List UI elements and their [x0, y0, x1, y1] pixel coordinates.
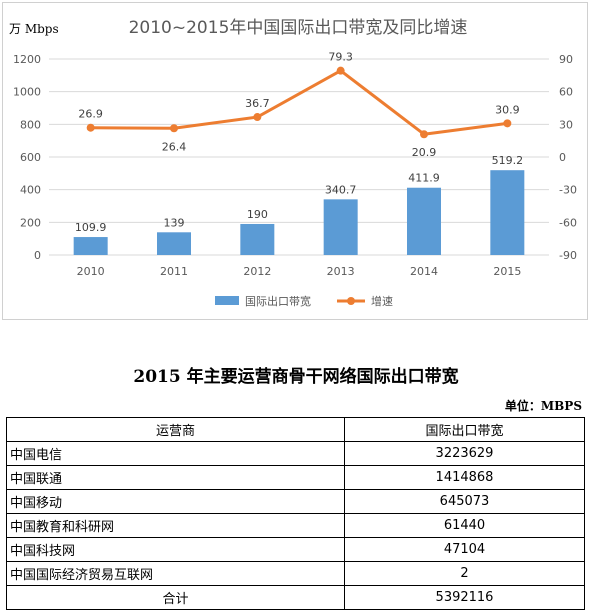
line-data-label: 30.9: [495, 103, 520, 116]
right-axis-tick-label: 60: [559, 86, 573, 99]
chart-panel: 2010~2015年中国国际出口带宽及同比增速万 Mbps 0 200 400 600 8…: [2, 2, 588, 320]
table-row: 中国国际经济贸易互联网 2: [6, 561, 585, 586]
x-axis-tick-label: 2014: [410, 265, 438, 278]
legend-label-bar: 国际出口带宽: [245, 294, 311, 308]
chart-title: 2010~2015年中国国际出口带宽及同比增速: [129, 18, 468, 38]
line-point: [420, 130, 428, 139]
total-value: 5392116: [344, 585, 585, 610]
unit-label: 单位：MBPS: [504, 399, 582, 413]
table-header-row: 运营商 国际出口带宽: [6, 417, 585, 442]
y-axis-unit-label: 万 Mbps: [9, 22, 59, 36]
bandwidth-value: 47104: [344, 537, 585, 562]
right-axis-tick-label: 30: [559, 118, 573, 131]
line-point: [336, 66, 345, 75]
x-axis-tick-label: 2010: [77, 265, 105, 278]
left-axis-tick-label: 200: [20, 216, 41, 229]
left-axis-tick-label: 400: [20, 184, 41, 197]
total-label: 合计: [6, 585, 345, 610]
bandwidth-value: 1414868: [344, 465, 585, 490]
line-point: [86, 123, 95, 132]
right-axis-tick-label: -30: [559, 184, 577, 197]
table-row: 中国电信 3223629: [6, 441, 585, 466]
bar: [323, 199, 358, 255]
right-axis-tick-label: -60: [559, 216, 577, 229]
line-data-label: 36.7: [245, 97, 270, 110]
x-axis-tick-label: 2011: [160, 265, 188, 278]
bandwidth-value: 3223629: [344, 441, 585, 466]
bar-data-label: 519.2: [492, 154, 524, 167]
header-operator: 运营商: [6, 417, 345, 442]
left-axis-tick-label: 800: [20, 118, 41, 131]
line-point: [253, 113, 262, 122]
x-axis-tick-label: 2012: [243, 265, 271, 278]
operator-name: 中国联通: [6, 465, 345, 490]
operator-bandwidth-table: 运营商 国际出口带宽 中国电信 3223629 中国联通 1414868 中国移…: [6, 417, 585, 610]
line-point: [503, 119, 512, 128]
bar-data-label: 411.9: [408, 172, 440, 185]
bandwidth-value: 645073: [344, 489, 585, 514]
legend-label-line: 增速: [371, 294, 393, 308]
table-title: 2015 年主要运营商骨干网络国际出口带宽: [133, 367, 459, 387]
right-axis-tick-label: 0: [559, 151, 566, 164]
bar: [73, 237, 108, 255]
operator-name: 中国电信: [6, 441, 345, 466]
operator-name: 中国教育和科研网: [6, 513, 345, 538]
operator-name: 中国移动: [6, 489, 345, 514]
table-total-row: 合计 5392116: [6, 585, 585, 610]
growth-line: [90, 69, 508, 136]
right-axis-tick-label: 90: [559, 53, 573, 66]
line-data-label: 20.9: [412, 146, 437, 159]
legend-swatch-bar: [215, 296, 239, 305]
bar: [407, 187, 441, 255]
table-row: 中国教育和科研网 61440: [6, 513, 585, 538]
bandwidth-value: 61440: [344, 513, 585, 538]
table-row: 中国移动 645073: [6, 489, 585, 514]
line-data-label: 26.4: [162, 140, 187, 153]
bar-data-label: 139: [164, 216, 185, 229]
right-axis-tick-label: -90: [559, 249, 577, 262]
bandwidth-value: 2: [344, 561, 585, 586]
legend-marker-line: [347, 297, 355, 305]
x-axis-tick-label: 2015: [493, 265, 521, 278]
operator-name: 中国国际经济贸易互联网: [6, 561, 345, 586]
left-axis-tick-label: 600: [20, 151, 41, 164]
line-data-label: 79.3: [328, 51, 353, 64]
left-axis-tick-label: 0: [34, 249, 41, 262]
line-data-label: 26.9: [78, 108, 103, 121]
x-axis-tick-label: 2013: [327, 265, 355, 278]
header-bandwidth: 国际出口带宽: [344, 417, 585, 442]
bar-data-label: 109.9: [75, 221, 107, 234]
bar: [490, 170, 525, 255]
left-axis-tick-label: 1000: [13, 86, 41, 99]
table-row: 中国科技网 47104: [6, 537, 585, 562]
bar: [240, 223, 275, 255]
left-axis-tick-label: 1200: [13, 53, 41, 66]
line-point: [170, 124, 178, 133]
bar: [157, 232, 191, 255]
operator-name: 中国科技网: [6, 537, 345, 562]
bar-data-label: 340.7: [325, 183, 357, 196]
table-row: 中国联通 1414868: [6, 465, 585, 490]
bar-data-label: 190: [247, 208, 268, 221]
